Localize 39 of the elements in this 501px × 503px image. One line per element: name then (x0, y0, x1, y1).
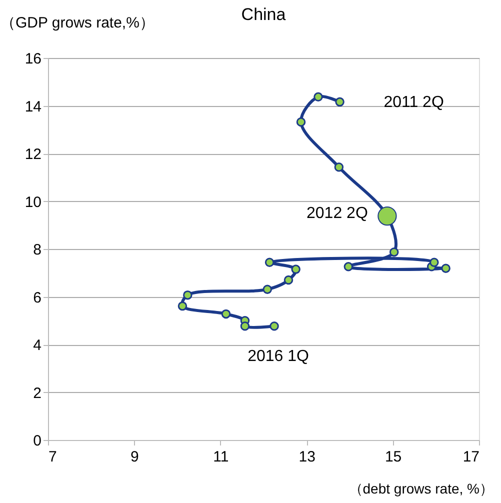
point (178, 301, 188, 311)
annotation: 2016 1Q (248, 348, 309, 366)
point (314, 92, 323, 102)
y-tick-label: 4 (33, 337, 42, 354)
point (430, 258, 439, 267)
x-tick-label: 17 (462, 448, 480, 466)
chart-title: China (241, 5, 286, 24)
y-tick-label: 8 (33, 242, 42, 258)
y-tick-label: 12 (24, 146, 42, 163)
y-tick-label: 2 (33, 384, 42, 402)
point (296, 117, 306, 127)
y-tick-label: 10 (24, 194, 42, 211)
y-tick-label: 14 (24, 98, 42, 116)
point (221, 309, 231, 319)
y-tick-label: 16 (24, 50, 42, 68)
annotation: 2012 2Q (306, 205, 368, 222)
x-tick-label: 7 (48, 448, 57, 466)
x-axis-title: （debt grows rate, %） (348, 480, 494, 496)
y-tick-label: 0 (33, 432, 42, 450)
x-tick-label: 13 (298, 448, 316, 466)
x-tick-label: 11 (213, 448, 229, 466)
point (270, 322, 279, 331)
point (441, 264, 450, 273)
point (334, 162, 344, 172)
point (335, 97, 344, 107)
point (240, 322, 250, 331)
annotation: 2011 2Q (384, 94, 444, 111)
point (344, 262, 354, 272)
y-axis-title: （GDP grows rate,%） (0, 14, 154, 32)
x-tick-label: 15 (384, 448, 402, 466)
point (389, 247, 399, 257)
point (262, 284, 272, 294)
point (291, 264, 300, 274)
point (378, 206, 397, 226)
y-tick-label: 6 (33, 289, 42, 306)
x-tick-label: 9 (130, 448, 139, 466)
point (183, 290, 192, 300)
point (264, 258, 274, 267)
point (284, 275, 294, 285)
